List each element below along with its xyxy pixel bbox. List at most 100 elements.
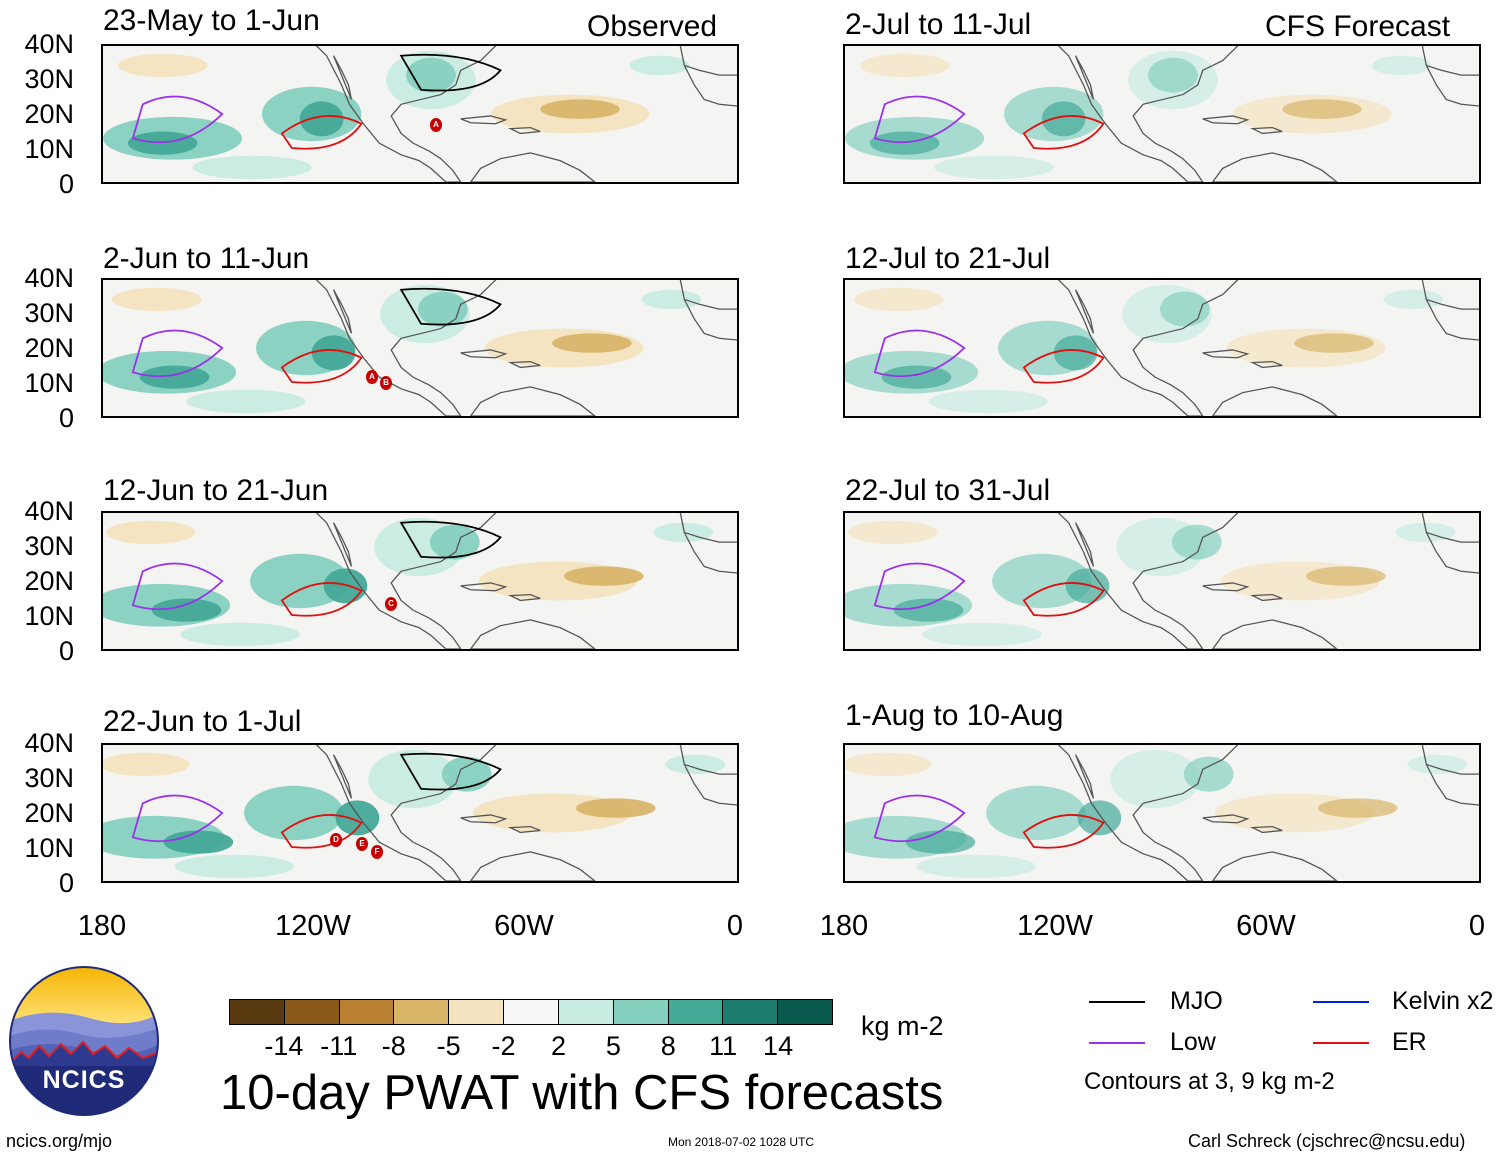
panel-title: 12-Jun to 21-Jun xyxy=(103,474,329,507)
logo-text: NCICS xyxy=(42,1066,126,1094)
colorbar-tick-label: 5 xyxy=(605,1031,621,1061)
panel-map-svg xyxy=(103,280,737,416)
colorbar-tick-label: -5 xyxy=(436,1031,461,1061)
storm-marker: F xyxy=(371,845,383,859)
colorbar-swatch xyxy=(558,1000,614,1024)
y-tick-label: 0 xyxy=(58,868,74,898)
map-panel xyxy=(843,44,1481,184)
colorbar-swatch xyxy=(613,1000,669,1024)
colorbar-swatch xyxy=(778,1000,832,1024)
y-tick-label: 20N xyxy=(24,566,74,596)
panel-map-svg xyxy=(103,46,737,182)
legend-line-low xyxy=(1089,1042,1145,1044)
y-tick-label: 30N xyxy=(24,64,74,94)
colorbar-tick-label: 14 xyxy=(763,1031,794,1061)
y-tick-label: 30N xyxy=(24,298,74,328)
panel-title: 12-Jul to 21-Jul xyxy=(845,242,1051,275)
legend-note: Contours at 3, 9 kg m-2 xyxy=(1084,1068,1335,1095)
y-tick-label: 20N xyxy=(24,99,74,129)
panel-title: 2-Jul to 11-Jul xyxy=(845,8,1032,41)
legend-line-kelvin xyxy=(1313,1001,1369,1003)
colorbar-swatch xyxy=(339,1000,395,1024)
colorbar-swatch xyxy=(284,1000,340,1024)
y-tick-label: 20N xyxy=(24,798,74,828)
panel-title: 1-Aug to 10-Aug xyxy=(845,699,1064,732)
main-title: 10-day PWAT with CFS forecasts xyxy=(220,1066,944,1120)
y-tick-label: 10N xyxy=(24,833,74,863)
storm-marker: D xyxy=(330,833,342,847)
panel-tag-forecast: CFS Forecast xyxy=(1265,10,1451,43)
y-tick-label: 40N xyxy=(24,29,74,59)
panel-map-svg xyxy=(845,280,1479,416)
panel-map-svg xyxy=(103,513,737,649)
colorbar-swatch xyxy=(230,1000,285,1024)
logo-graphic xyxy=(9,966,159,1116)
panel-map-svg xyxy=(845,745,1479,881)
y-tick-label: 10N xyxy=(24,134,74,164)
colorbar-swatch xyxy=(449,1000,505,1024)
colorbar xyxy=(229,999,833,1025)
y-tick-label: 0 xyxy=(58,636,74,666)
x-tick-label: 0 xyxy=(1468,910,1486,942)
x-tick-label: 120W xyxy=(275,910,351,942)
y-tick-label: 0 xyxy=(58,169,74,199)
panel-map-svg xyxy=(845,46,1479,182)
colorbar-tick-label: -2 xyxy=(491,1031,516,1061)
storm-marker: C xyxy=(385,597,397,611)
panel-map-svg xyxy=(845,513,1479,649)
colorbar-tick-label: -8 xyxy=(381,1031,406,1061)
panel-map-svg xyxy=(103,745,737,881)
storm-marker: A xyxy=(430,118,442,132)
footer-credit: Carl Schreck (cjschrec@ncsu.edu) xyxy=(1188,1131,1466,1151)
x-tick-label: 60W xyxy=(494,910,554,942)
x-tick-label: 180 xyxy=(819,910,869,942)
y-tick-label: 10N xyxy=(24,601,74,631)
panel-tag-observed: Observed xyxy=(587,10,718,43)
colorbar-tick-label: -14 xyxy=(264,1031,304,1061)
colorbar-swatch xyxy=(723,1000,779,1024)
colorbar-swatch xyxy=(504,1000,559,1024)
legend-label: Kelvin x2 xyxy=(1392,987,1494,1015)
x-tick-label: 120W xyxy=(1017,910,1093,942)
ncics-logo[interactable]: NCICS xyxy=(9,966,159,1116)
y-tick-label: 20N xyxy=(24,333,74,363)
legend-label: Low xyxy=(1170,1028,1216,1056)
storm-marker: A xyxy=(366,370,378,384)
x-tick-label: 180 xyxy=(77,910,127,942)
colorbar-tick-label: 8 xyxy=(660,1031,676,1061)
x-tick-label: 60W xyxy=(1236,910,1296,942)
storm-marker: B xyxy=(380,376,392,390)
colorbar-units: kg m-2 xyxy=(861,1011,944,1041)
colorbar-tick-label: 11 xyxy=(709,1031,738,1061)
legend-label: MJO xyxy=(1170,987,1223,1015)
map-panel: C xyxy=(101,511,739,651)
legend-line-er xyxy=(1313,1042,1369,1044)
y-tick-label: 30N xyxy=(24,531,74,561)
map-panel xyxy=(843,743,1481,883)
colorbar-tick-label: 2 xyxy=(550,1031,566,1061)
colorbar-swatch xyxy=(668,1000,724,1024)
y-tick-label: 10N xyxy=(24,368,74,398)
footer-timestamp: Mon 2018-07-02 1028 UTC xyxy=(668,1135,815,1149)
panel-title: 23-May to 1-Jun xyxy=(103,4,320,37)
map-panel xyxy=(843,511,1481,651)
y-tick-label: 30N xyxy=(24,763,74,793)
y-tick-label: 40N xyxy=(24,496,74,526)
colorbar-tick-label: -11 xyxy=(320,1031,358,1061)
panel-title: 2-Jun to 11-Jun xyxy=(103,242,310,275)
y-tick-label: 40N xyxy=(24,728,74,758)
map-panel: A xyxy=(101,44,739,184)
colorbar-swatch xyxy=(394,1000,450,1024)
x-tick-label: 0 xyxy=(726,910,744,942)
legend-line-mjo xyxy=(1089,1001,1145,1003)
legend-label: ER xyxy=(1392,1028,1427,1056)
footer-url[interactable]: ncics.org/mjo xyxy=(6,1131,113,1151)
panel-title: 22-Jul to 31-Jul xyxy=(845,474,1051,507)
storm-marker: E xyxy=(356,837,368,851)
y-tick-label: 40N xyxy=(24,263,74,293)
y-tick-label: 0 xyxy=(58,403,74,433)
map-panel xyxy=(843,278,1481,418)
panel-title: 22-Jun to 1-Jul xyxy=(103,705,302,738)
